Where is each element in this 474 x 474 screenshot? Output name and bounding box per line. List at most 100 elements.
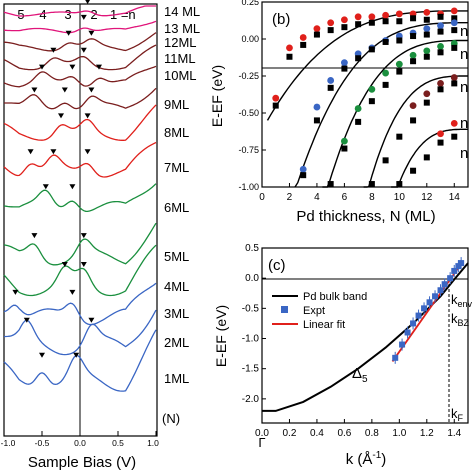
data-point-square	[341, 145, 348, 152]
expt-point	[441, 281, 448, 288]
panel-a-x-tick-label: 1.0	[147, 438, 159, 448]
data-point-circle	[341, 16, 348, 24]
data-point-square	[368, 19, 375, 26]
data-point-square	[313, 31, 320, 38]
peak-marker	[61, 262, 68, 267]
data-point-square	[300, 41, 307, 48]
data-point-square	[396, 68, 403, 75]
panel-c-gamma-label: Γ	[258, 435, 265, 450]
expt-point	[426, 299, 433, 306]
data-point-circle	[395, 10, 403, 18]
panel-b-points	[272, 7, 458, 188]
data-point-square	[272, 102, 279, 109]
spectrum-curve	[3, 244, 157, 297]
data-point-square	[451, 133, 458, 140]
panel-c-frame	[261, 247, 469, 424]
peak-marker	[69, 289, 76, 295]
legend-label: Expt	[303, 305, 325, 317]
peak-marker	[39, 64, 45, 70]
peak-marker	[80, 47, 87, 53]
peak-marker	[88, 317, 95, 323]
y-tick-label: -1.00	[238, 182, 259, 192]
layer-label: 6ML	[164, 200, 189, 215]
x-tick-label: 0	[259, 192, 265, 203]
legend-label: Pd bulk band	[303, 291, 367, 303]
panel-c-y-axis-label: E-EF (eV)	[213, 305, 229, 367]
peak-marker	[50, 47, 57, 53]
data-point-square	[355, 55, 362, 62]
y-tick-label: -2.0	[242, 394, 260, 405]
x-tick-label: 14	[449, 192, 461, 203]
data-point-square	[423, 53, 430, 60]
data-point-square	[437, 49, 444, 56]
data-point-circle	[341, 137, 348, 145]
data-point-square	[341, 65, 348, 72]
spectrum-curve	[3, 65, 157, 88]
peak-marker	[80, 233, 87, 239]
data-point-square	[437, 86, 444, 93]
data-point-circle	[313, 25, 321, 33]
data-point-circle	[341, 59, 348, 67]
expt-point	[455, 263, 462, 270]
y-tick-label: 0.25	[241, 0, 259, 7]
k-env-label: kenv	[451, 292, 473, 309]
y-tick-label: 0.5	[245, 243, 259, 254]
data-point-square	[327, 84, 334, 91]
data-point-circle	[423, 25, 431, 33]
data-point-square	[382, 38, 389, 45]
panel-b-curves	[266, 10, 468, 188]
data-point-square	[327, 181, 334, 188]
expt-point	[437, 287, 444, 294]
spectrum-curve	[3, 309, 157, 356]
data-point-circle	[423, 8, 431, 16]
layer-label: 11ML	[164, 51, 196, 66]
data-point-circle	[450, 74, 458, 81]
spectrum-curve	[3, 5, 156, 17]
x-tick-label: 8	[369, 192, 375, 203]
expt-point	[447, 275, 454, 282]
qws-fit-curve	[363, 75, 468, 188]
data-point-square	[368, 98, 375, 105]
data-point-circle	[423, 47, 431, 55]
y-tick-label: -0.75	[238, 145, 259, 155]
x-tick-label: 0.6	[337, 428, 351, 439]
data-point-square	[382, 157, 389, 164]
data-point-circle	[423, 90, 431, 98]
data-point-circle	[450, 119, 458, 127]
spectrum-curve	[3, 32, 157, 52]
peak-marker	[69, 184, 76, 190]
panel-b-series-label: n	[460, 145, 468, 162]
panel-c-x-axis-label: k (Å-1)	[346, 450, 387, 468]
data-point-square	[437, 28, 444, 35]
data-point-square	[410, 33, 417, 40]
data-point-circle	[437, 80, 444, 87]
data-point-circle	[354, 13, 362, 21]
layer-label: 12ML	[164, 35, 197, 50]
panel-c-label: (c)	[268, 257, 286, 274]
panel-c-points	[392, 257, 465, 364]
expt-point	[404, 329, 411, 336]
legend-label: Linear fit	[303, 319, 345, 331]
qws-fit-curve	[322, 39, 468, 188]
peak-marker	[80, 14, 87, 20]
layer-label: 9ML	[164, 97, 189, 112]
panel-a-curves	[3, 0, 157, 392]
bulk-band-curve	[262, 262, 469, 412]
spectrum-curve	[3, 282, 157, 326]
qws-fit-curve	[266, 10, 468, 121]
data-point-circle	[437, 22, 444, 30]
data-point-square	[410, 117, 417, 124]
data-point-circle	[409, 51, 417, 59]
y-tick-label: -0.50	[238, 108, 259, 118]
layer-label: 14 ML	[164, 4, 200, 19]
panel-a-top-label: 3	[64, 7, 71, 22]
peak-marker	[80, 262, 87, 267]
data-point-square	[382, 18, 389, 25]
data-point-square	[423, 16, 430, 23]
spectrum-curve	[3, 104, 157, 141]
data-point-circle	[437, 130, 444, 138]
peak-marker	[12, 289, 19, 295]
